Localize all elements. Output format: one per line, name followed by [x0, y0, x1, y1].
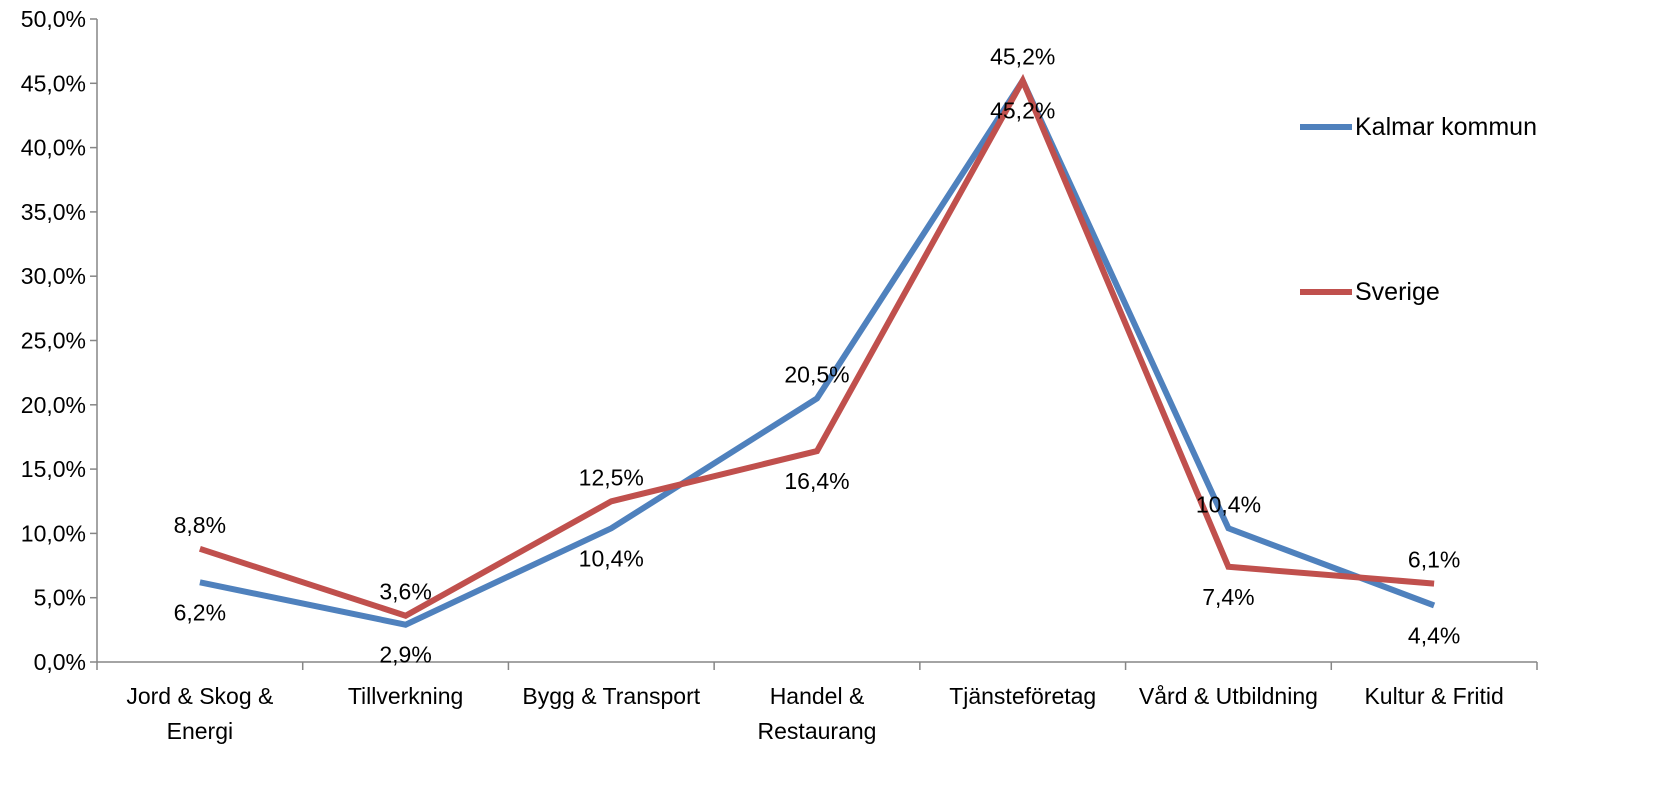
x-category-label: Kultur & Fritid	[1364, 683, 1503, 709]
data-label: 8,8%	[174, 512, 226, 538]
data-label: 45,2%	[990, 98, 1055, 124]
x-category-label-line: Tillverkning	[348, 683, 463, 709]
data-label: 2,9%	[379, 642, 431, 668]
x-category-label: Bygg & Transport	[522, 683, 700, 709]
y-tick-label: 30,0%	[21, 263, 86, 289]
x-category-label-line: Bygg & Transport	[522, 683, 700, 709]
y-tick-label: 20,0%	[21, 392, 86, 418]
data-label: 16,4%	[784, 468, 849, 494]
y-axis-tick-labels: 0,0% 5,0% 10,0% 15,0% 20,0% 25,0% 30,0% 35,0% 40…	[21, 6, 86, 675]
x-category-label-line: Jord & Skog &	[126, 683, 273, 709]
data-label: 10,4%	[1196, 491, 1261, 517]
data-label: 12,5%	[579, 464, 644, 490]
y-tick-label: 40,0%	[21, 135, 86, 161]
y-tick-label: 50,0%	[21, 6, 86, 32]
legend-label: Kalmar kommun	[1355, 113, 1537, 141]
chart-axes	[90, 18, 1538, 670]
data-label: 7,4%	[1202, 584, 1254, 610]
x-category-label-line: Handel &	[770, 683, 865, 709]
x-category-label-line: Energi	[167, 718, 233, 744]
legend: Kalmar kommun Sverige	[1300, 113, 1537, 306]
data-labels: 6,2% 2,9% 10,4% 20,5% 45,2% 10,4% 4,4% 8,8% 3,6%…	[174, 44, 1461, 668]
x-category-label: Handel & Restaurang	[758, 683, 877, 744]
data-label: 10,4%	[579, 545, 644, 571]
data-label: 20,5%	[784, 361, 849, 387]
y-tick-label: 45,0%	[21, 70, 86, 96]
series-line-kalmar-kommun	[199, 74, 1436, 628]
data-label: 45,2%	[990, 44, 1055, 70]
x-category-label-line: Kultur & Fritid	[1364, 683, 1503, 709]
data-label: 3,6%	[379, 579, 431, 605]
y-tick-label: 35,0%	[21, 199, 86, 225]
data-label: 6,2%	[174, 599, 226, 625]
series-line-sverige	[198, 73, 1435, 619]
x-axis-category-labels: Jord & Skog & Energi Tillverkning Bygg & Tr…	[126, 683, 1503, 744]
y-tick-label: 5,0%	[34, 585, 86, 611]
x-category-label: Tjänsteföretag	[949, 683, 1096, 709]
legend-label: Sverige	[1355, 278, 1440, 306]
y-tick-label: 10,0%	[21, 520, 86, 546]
y-tick-label: 25,0%	[21, 328, 86, 354]
series-lines	[198, 73, 1436, 628]
y-tick-label: 0,0%	[34, 649, 86, 675]
x-category-label: Tillverkning	[348, 683, 463, 709]
x-category-label: Vård & Utbildning	[1139, 683, 1318, 709]
y-tick-label: 15,0%	[21, 456, 86, 482]
x-category-label-line: Vård & Utbildning	[1139, 683, 1318, 709]
data-label: 4,4%	[1408, 622, 1460, 648]
x-category-label: Jord & Skog & Energi	[126, 683, 273, 744]
x-category-label-line: Tjänsteföretag	[949, 683, 1096, 709]
x-category-label-line: Restaurang	[758, 718, 877, 744]
data-label: 6,1%	[1408, 547, 1460, 573]
